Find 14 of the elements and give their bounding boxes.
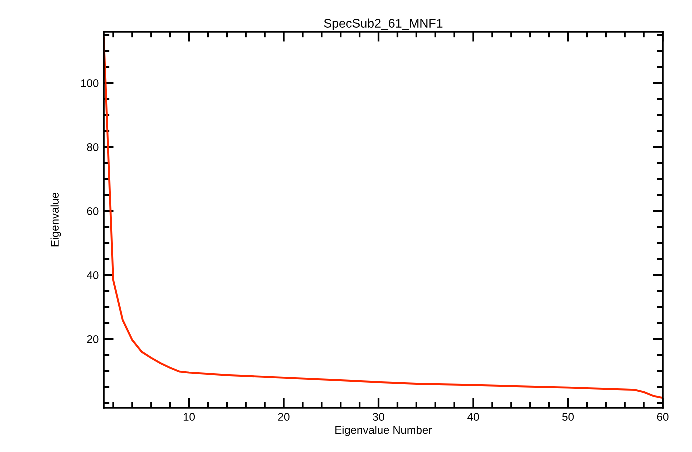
x-tick-label: 10 [184, 413, 196, 422]
x-tick-label: 20 [278, 413, 290, 422]
x-axis-title: Eigenvalue Number [336, 426, 432, 436]
y-axis-title: Eigenvalue [50, 193, 62, 247]
x-tick-label: 60 [657, 413, 669, 422]
x-tick-label: 50 [562, 413, 574, 422]
y-tick-label: 100 [81, 79, 99, 88]
y-tick-label: 60 [87, 207, 99, 216]
x-tick-label: 40 [468, 413, 480, 422]
x-tick-label: 30 [373, 413, 385, 422]
y-tick-label: 40 [87, 271, 99, 280]
chart-title: SpecSub2_61_MNF1 [324, 18, 443, 30]
y-tick-label: 80 [87, 143, 99, 152]
y-tick-label: 20 [87, 335, 99, 344]
